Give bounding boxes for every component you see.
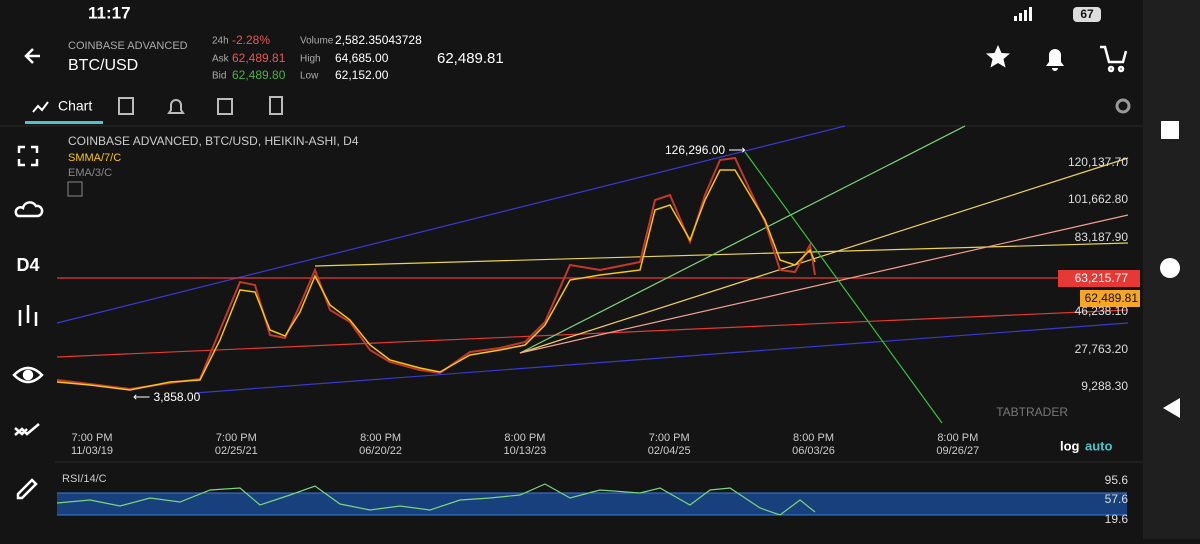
low-label: Low — [300, 71, 319, 82]
price-label: 83,187.90 — [1075, 230, 1129, 244]
change-label: 24h — [212, 36, 229, 47]
timeframe[interactable]: D4 — [16, 255, 39, 275]
alert-button[interactable] — [1046, 49, 1064, 71]
indicator[interactable]: EMA/3/C — [68, 167, 112, 179]
rsi-label[interactable]: RSI/14/C — [62, 473, 107, 485]
rsi-level: 95.6 — [1105, 473, 1129, 487]
auto-button[interactable]: auto — [1085, 438, 1113, 453]
change: -2.28% — [232, 33, 270, 47]
status-time: 11:17 — [88, 3, 131, 22]
price-label: 120,137.70 — [1068, 155, 1128, 169]
trade-button[interactable] — [1100, 45, 1128, 73]
volume: 2,582.35043728 — [335, 33, 422, 47]
price-label: 27,763.20 — [1075, 342, 1129, 356]
x-label-date: 06/03/26 — [792, 445, 835, 457]
x-label-date: 11/03/19 — [71, 445, 113, 457]
pair: BTC/USD — [68, 57, 138, 74]
x-label-time: 7:00 PM — [649, 432, 690, 444]
x-label-date: 06/20/22 — [359, 445, 402, 457]
bid-label: Bid — [212, 71, 226, 82]
x-label-time: 8:00 PM — [793, 432, 834, 444]
nav-home[interactable] — [1160, 258, 1180, 278]
x-label-time: 8:00 PM — [937, 432, 978, 444]
high: 64,685.00 — [335, 51, 389, 65]
tab-icons[interactable] — [118, 96, 283, 115]
rsi-line — [56, 483, 816, 516]
x-label-date: 02/25/21 — [215, 445, 258, 457]
chart-tab-icon — [32, 101, 49, 113]
ask: 62,489.81 — [232, 51, 286, 65]
marker: 63,215.77 — [1075, 271, 1129, 285]
x-label-date: 09/26/27 — [936, 445, 979, 457]
x-label-time: 8:00 PM — [360, 432, 401, 444]
watermark: TABTRADER — [996, 405, 1068, 419]
indicator-toggle[interactable] — [67, 181, 83, 197]
last-price: 62,489.81 — [437, 50, 504, 67]
chart-tab[interactable]: Chart — [58, 98, 92, 114]
marker: 62,489.81 — [1085, 291, 1139, 305]
bid: 62,489.80 — [232, 68, 286, 82]
settings-button[interactable] — [1115, 98, 1131, 114]
x-label-date: 10/13/23 — [503, 445, 546, 457]
chart-drawings — [56, 125, 1129, 424]
annotation: ⟵ 3,858.00 — [133, 390, 201, 404]
favorite-button[interactable] — [986, 45, 1010, 68]
x-label-time: 7:00 PM — [216, 432, 257, 444]
price-label: 101,662.80 — [1068, 192, 1128, 206]
indicator[interactable]: SMMA/7/C — [68, 152, 121, 164]
tab-indicator — [25, 121, 103, 124]
low: 62,152.00 — [335, 68, 389, 82]
battery — [1073, 7, 1101, 22]
ask-label: Ask — [212, 54, 230, 65]
back-button[interactable] — [24, 48, 40, 64]
volume-label: Volume — [300, 36, 334, 47]
x-label-date: 02/04/25 — [648, 445, 691, 457]
rsi-band — [57, 493, 1127, 515]
exchange: COINBASE ADVANCED — [68, 40, 188, 52]
signal — [1014, 7, 1032, 21]
x-label-time: 8:00 PM — [504, 432, 545, 444]
high-label: High — [300, 54, 321, 65]
battery-level: 67 — [1080, 7, 1094, 21]
log-button[interactable]: log — [1060, 438, 1080, 453]
price-label: 46,238.10 — [1075, 304, 1129, 318]
chart-title: COINBASE ADVANCED, BTC/USD, HEIKIN-ASHI,… — [68, 134, 359, 148]
price-label: 9,288.30 — [1081, 379, 1128, 393]
rsi-level: 19.6 — [1105, 512, 1129, 526]
marker-bg — [1080, 290, 1140, 307]
x-label-time: 7:00 PM — [72, 432, 113, 444]
marker-bg — [1058, 270, 1140, 287]
nav-back[interactable] — [1163, 398, 1180, 418]
sidebar-icons[interactable] — [12, 145, 44, 500]
annotation: 126,296.00 ⟶ — [665, 143, 746, 157]
nav-recents[interactable] — [1161, 121, 1179, 139]
rsi-level: 57.6 — [1105, 492, 1129, 506]
